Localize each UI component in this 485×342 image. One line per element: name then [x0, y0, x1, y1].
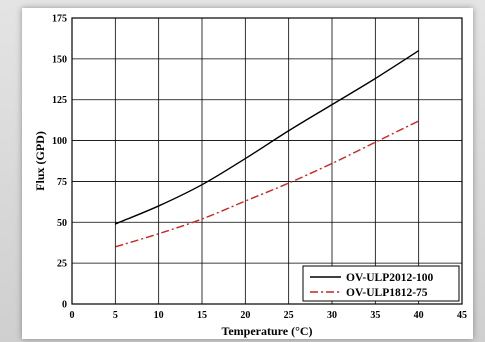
y-tick-label: 0 [62, 300, 67, 311]
x-tick-label: 5 [113, 310, 118, 321]
x-tick-label: 20 [240, 310, 250, 321]
x-tick-label: 0 [70, 310, 75, 321]
series-line-1 [115, 50, 420, 225]
series-lines [115, 50, 420, 248]
plot-area-frame [71, 17, 463, 305]
y-tick-label: 50 [57, 218, 67, 229]
x-tick-label: 15 [197, 310, 207, 321]
x-tick-label: 25 [284, 310, 294, 321]
tick-labels: 0 5 10 15 20 25 30 35 40 45 0 25 50 75 100 125 150 175 [52, 14, 467, 322]
y-tick-label: 25 [57, 259, 67, 270]
x-tick-label: 40 [414, 310, 424, 321]
y-tick-label: 175 [52, 14, 67, 25]
x-axis-label: Temperature (°C) [221, 324, 312, 338]
series-line-2 [115, 120, 419, 248]
y-tick-label: 75 [57, 177, 67, 188]
x-tick-label: 30 [327, 310, 337, 321]
legend-label-series-2: OV-ULP1812-75 [346, 287, 428, 299]
legend: OV-ULP2012-100 OV-ULP1812-75 [302, 265, 460, 302]
legend-label-series-1: OV-ULP2012-100 [346, 272, 434, 284]
y-axis-label: Flux (GPD) [33, 131, 47, 191]
y-tick-label: 100 [52, 136, 67, 147]
x-tick-label: 45 [457, 310, 467, 321]
y-tick-label: 150 [52, 54, 67, 65]
y-tick-label: 125 [52, 95, 67, 106]
legend-box [302, 265, 460, 302]
x-tick-label: 10 [154, 310, 164, 321]
x-tick-label: 35 [370, 310, 380, 321]
